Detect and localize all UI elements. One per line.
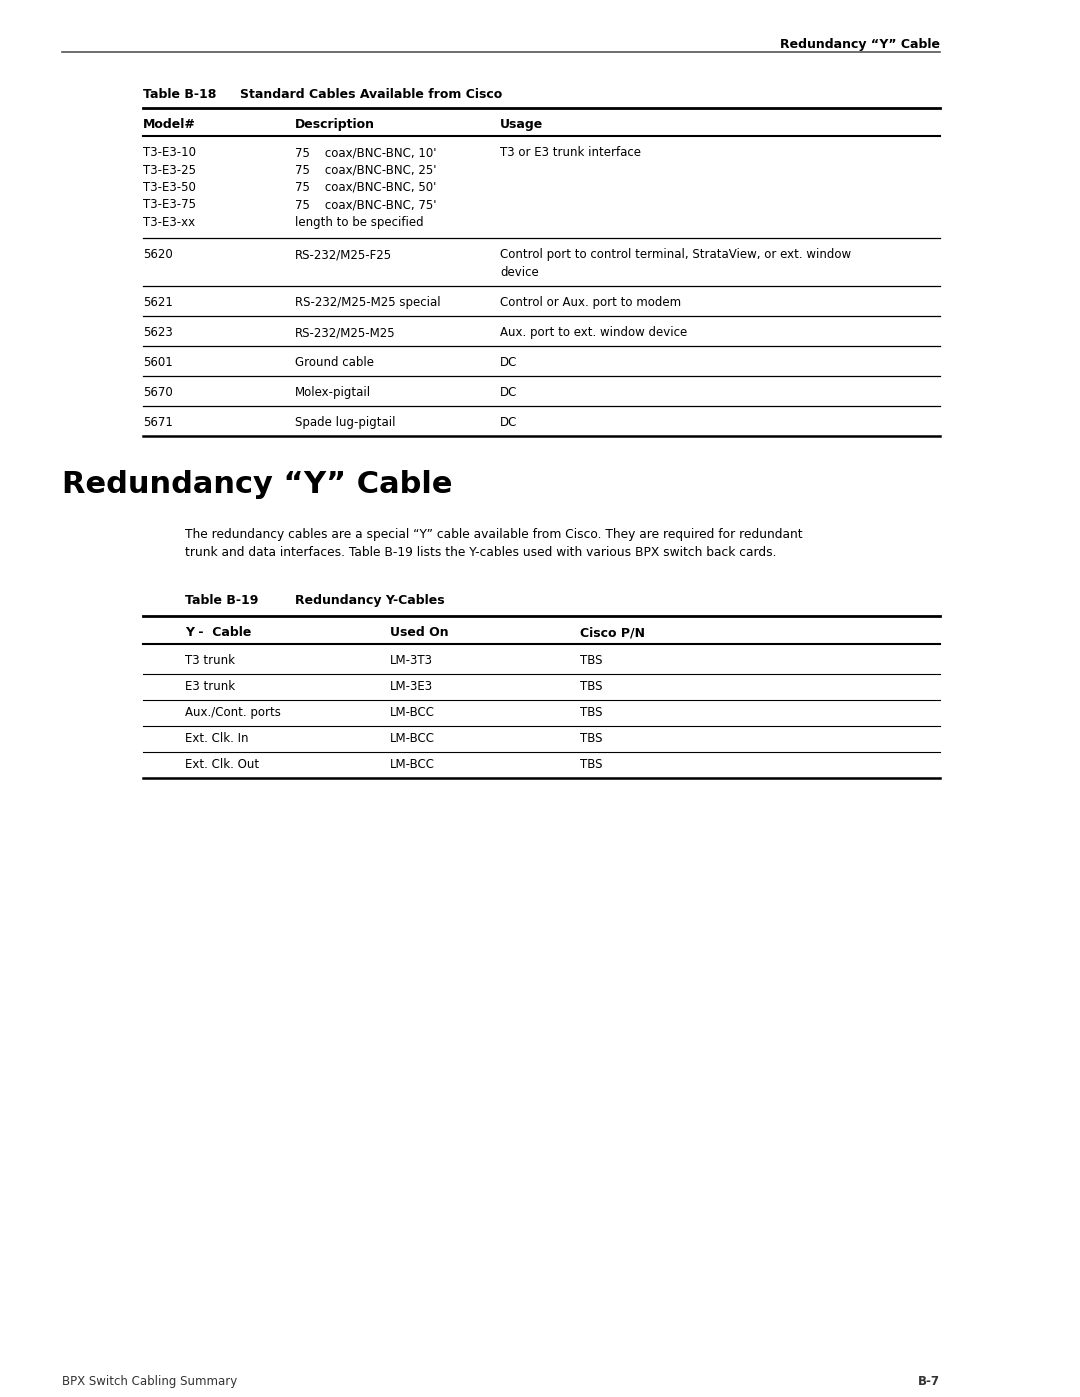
Text: TBS: TBS xyxy=(580,759,603,771)
Text: Usage: Usage xyxy=(500,117,543,131)
Text: B-7: B-7 xyxy=(918,1375,940,1389)
Text: Molex-pigtail: Molex-pigtail xyxy=(295,386,372,400)
Text: 5670: 5670 xyxy=(143,386,173,400)
Text: T3 or E3 trunk interface: T3 or E3 trunk interface xyxy=(500,147,642,159)
Text: trunk and data interfaces. Table B-19 lists the Y-cables used with various BPX s: trunk and data interfaces. Table B-19 li… xyxy=(185,546,777,559)
Text: Standard Cables Available from Cisco: Standard Cables Available from Cisco xyxy=(240,88,502,101)
Text: TBS: TBS xyxy=(580,705,603,719)
Text: LM-BCC: LM-BCC xyxy=(390,759,435,771)
Text: TBS: TBS xyxy=(580,732,603,745)
Text: The redundancy cables are a special “Y” cable available from Cisco. They are req: The redundancy cables are a special “Y” … xyxy=(185,528,802,541)
Text: Table B-18: Table B-18 xyxy=(143,88,216,101)
Text: Y -  Cable: Y - Cable xyxy=(185,626,252,638)
Text: Used On: Used On xyxy=(390,626,448,638)
Text: DC: DC xyxy=(500,416,517,429)
Text: Ground cable: Ground cable xyxy=(295,356,374,369)
Text: LM-3E3: LM-3E3 xyxy=(390,680,433,693)
Text: 5620: 5620 xyxy=(143,249,173,261)
Text: Redundancy “Y” Cable: Redundancy “Y” Cable xyxy=(780,38,940,52)
Text: RS-232/M25-F25: RS-232/M25-F25 xyxy=(295,249,392,261)
Text: Aux./Cont. ports: Aux./Cont. ports xyxy=(185,705,281,719)
Text: 5623: 5623 xyxy=(143,326,173,339)
Text: TBS: TBS xyxy=(580,654,603,666)
Text: Aux. port to ext. window device: Aux. port to ext. window device xyxy=(500,326,687,339)
Text: Ext. Clk. In: Ext. Clk. In xyxy=(185,732,248,745)
Text: Spade lug-pigtail: Spade lug-pigtail xyxy=(295,416,395,429)
Text: TBS: TBS xyxy=(580,680,603,693)
Text: 5601: 5601 xyxy=(143,356,173,369)
Text: RS-232/M25-M25 special: RS-232/M25-M25 special xyxy=(295,296,441,309)
Text: DC: DC xyxy=(500,356,517,369)
Text: LM-3T3: LM-3T3 xyxy=(390,654,433,666)
Text: Redundancy “Y” Cable: Redundancy “Y” Cable xyxy=(62,469,453,499)
Text: Table B-19: Table B-19 xyxy=(185,594,258,608)
Text: 5671: 5671 xyxy=(143,416,173,429)
Text: Control port to control terminal, StrataView, or ext. window
device: Control port to control terminal, Strata… xyxy=(500,249,851,278)
Text: T3-E3-10
T3-E3-25
T3-E3-50
T3-E3-75
T3-E3-xx: T3-E3-10 T3-E3-25 T3-E3-50 T3-E3-75 T3-E… xyxy=(143,147,195,229)
Text: BPX Switch Cabling Summary: BPX Switch Cabling Summary xyxy=(62,1375,238,1389)
Text: Cisco P/N: Cisco P/N xyxy=(580,626,645,638)
Text: DC: DC xyxy=(500,386,517,400)
Text: LM-BCC: LM-BCC xyxy=(390,705,435,719)
Text: 5621: 5621 xyxy=(143,296,173,309)
Text: Control or Aux. port to modem: Control or Aux. port to modem xyxy=(500,296,681,309)
Text: 75    coax/BNC-BNC, 10'
75    coax/BNC-BNC, 25'
75    coax/BNC-BNC, 50'
75    co: 75 coax/BNC-BNC, 10' 75 coax/BNC-BNC, 25… xyxy=(295,147,436,229)
Text: Redundancy Y-Cables: Redundancy Y-Cables xyxy=(295,594,445,608)
Text: Ext. Clk. Out: Ext. Clk. Out xyxy=(185,759,259,771)
Text: Description: Description xyxy=(295,117,375,131)
Text: Model#: Model# xyxy=(143,117,195,131)
Text: E3 trunk: E3 trunk xyxy=(185,680,235,693)
Text: LM-BCC: LM-BCC xyxy=(390,732,435,745)
Text: T3 trunk: T3 trunk xyxy=(185,654,235,666)
Text: RS-232/M25-M25: RS-232/M25-M25 xyxy=(295,326,395,339)
